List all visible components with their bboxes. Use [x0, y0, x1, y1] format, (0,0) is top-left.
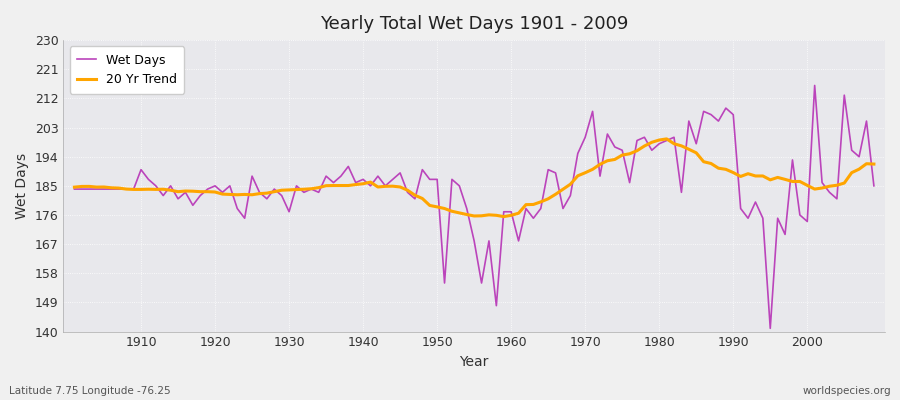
Title: Yearly Total Wet Days 1901 - 2009: Yearly Total Wet Days 1901 - 2009 [320, 15, 628, 33]
Text: Latitude 7.75 Longitude -76.25: Latitude 7.75 Longitude -76.25 [9, 386, 171, 396]
Wet Days [765, 326, 776, 331]
Wet Days [868, 184, 879, 188]
Wet Days [336, 174, 346, 178]
Wet Days [595, 174, 606, 178]
20 Yr Trend [128, 187, 139, 192]
Wet Days [499, 209, 509, 214]
Line: Wet Days: Wet Days [75, 86, 874, 328]
20 Yr Trend [499, 214, 509, 219]
Legend: Wet Days, 20 Yr Trend: Wet Days, 20 Yr Trend [69, 46, 184, 94]
Line: 20 Yr Trend: 20 Yr Trend [75, 139, 874, 217]
20 Yr Trend [602, 158, 613, 163]
20 Yr Trend [336, 183, 346, 188]
Wet Days [809, 83, 820, 88]
X-axis label: Year: Year [460, 355, 489, 369]
Y-axis label: Wet Days: Wet Days [15, 153, 29, 219]
Wet Days [128, 187, 139, 192]
20 Yr Trend [506, 213, 517, 218]
20 Yr Trend [662, 136, 672, 141]
20 Yr Trend [513, 211, 524, 216]
Wet Days [291, 184, 302, 188]
20 Yr Trend [291, 187, 302, 192]
20 Yr Trend [868, 162, 879, 166]
Wet Days [506, 209, 517, 214]
20 Yr Trend [69, 185, 80, 190]
Text: worldspecies.org: worldspecies.org [803, 386, 891, 396]
Wet Days [69, 187, 80, 192]
